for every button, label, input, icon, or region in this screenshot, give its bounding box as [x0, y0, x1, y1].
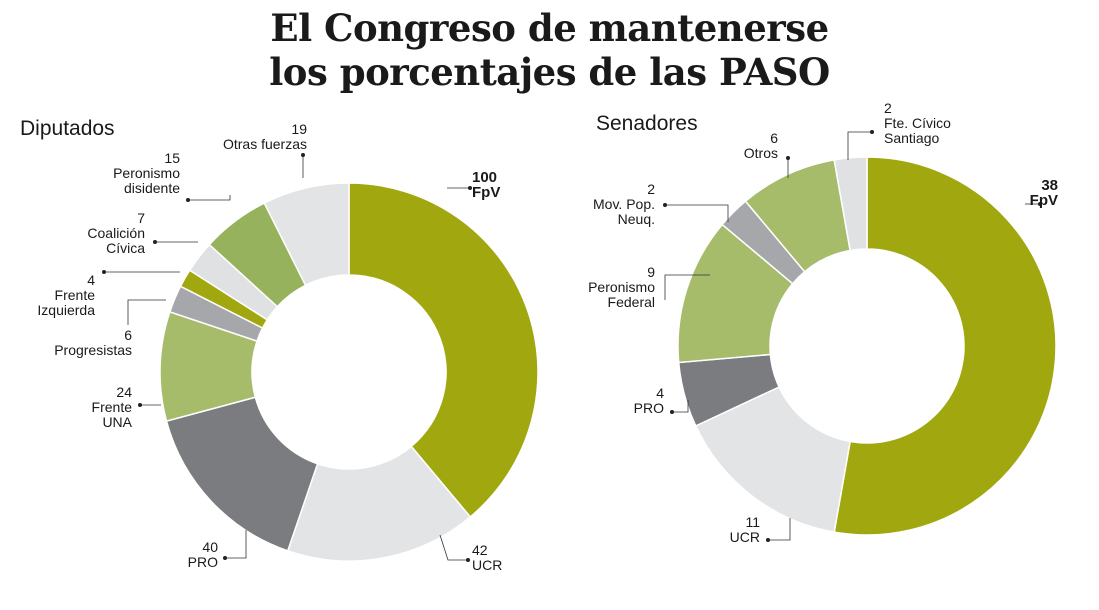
donut-chart-diputados: Diputados100FpV42UCR40PRO24FrenteUNA6Pro… — [20, 117, 539, 573]
data-label-value-mov-pop-neuq: 2 — [647, 181, 655, 197]
leader-dot-fpv — [468, 186, 472, 190]
leader-dot-fte-c-vico-santiago — [870, 130, 874, 134]
leader-line-pro — [225, 530, 247, 559]
data-label-name-otras-fuerzas: Otras fuerzas — [223, 136, 307, 152]
leader-dot-frente-izquierda — [102, 270, 106, 274]
leader-dot-ucr — [766, 538, 770, 542]
leader-dot-pro — [670, 410, 674, 414]
leader-dot-otras-fuerzas — [301, 153, 305, 157]
data-label-name-otros: Otros — [744, 145, 778, 161]
data-label-name-coalici-n-c-vica: Cívica — [106, 240, 145, 256]
leader-line-mov-pop-neuq — [665, 204, 729, 222]
data-label-name-frente-una: Frente — [92, 399, 133, 415]
slice-pro — [165, 396, 319, 552]
data-label-name-peronismo-disidente: disidente — [124, 180, 180, 196]
leader-line-ucr — [768, 518, 791, 541]
slice-fpv — [833, 156, 1057, 536]
leader-dot-otros — [786, 156, 790, 160]
leader-line-fte-c-vico-santiago — [847, 131, 872, 160]
leader-dot-coalici-n-c-vica — [153, 240, 157, 244]
data-label-name-ucr: UCR — [730, 529, 760, 545]
data-label-name-pro: PRO — [634, 400, 664, 416]
data-label-value-frente-una: 24 — [116, 384, 132, 400]
data-label-name-fte-c-vico-santiago: Fte. Cívico — [884, 115, 951, 131]
chart-title-line-1: El Congreso de mantenerse — [270, 6, 829, 50]
data-label-value-fpv: 100 — [472, 169, 497, 186]
leader-dot-pro — [223, 556, 227, 560]
data-label-value-progresistas: 6 — [124, 327, 132, 343]
chart-title: El Congreso de mantenerse los porcentaje… — [0, 6, 1099, 94]
data-label-value-peronismo-federal: 9 — [647, 264, 655, 280]
leader-line-peronismo-disidente — [188, 195, 231, 201]
data-label-value-otros: 6 — [770, 130, 778, 146]
data-label-value-coalici-n-c-vica: 7 — [137, 210, 145, 226]
data-label-value-pro: 4 — [656, 385, 664, 401]
data-label-name-pro: PRO — [188, 554, 218, 570]
leader-dot-fpv — [1038, 202, 1042, 206]
data-label-name-mov-pop-neuq: Mov. Pop. — [593, 196, 655, 212]
data-label-name-coalici-n-c-vica: Coalición — [87, 225, 145, 241]
data-label-value-pro: 40 — [202, 539, 218, 555]
data-label-name-fpv: FpV — [1030, 192, 1058, 209]
leader-dot-frente-una — [138, 403, 142, 407]
data-label-name-peronismo-federal: Peronismo — [588, 279, 655, 295]
data-label-value-otras-fuerzas: 19 — [291, 121, 307, 137]
chart-title-line-2: los porcentajes de las PASO — [269, 50, 830, 94]
data-label-value-ucr: 11 — [745, 514, 760, 530]
leader-line-progresistas — [127, 299, 166, 325]
chart-subtitle-diputados: Diputados — [20, 117, 115, 140]
data-label-value-peronismo-disidente: 15 — [164, 150, 180, 166]
leader-dot-ucr — [466, 558, 470, 562]
data-label-name-fpv: FpV — [472, 184, 500, 201]
leader-line-peronismo-federal — [664, 274, 710, 300]
data-label-value-ucr: 42 — [472, 542, 488, 558]
data-label-name-progresistas: Progresistas — [54, 342, 132, 358]
leader-line-pro — [672, 400, 689, 413]
data-label-name-ucr: UCR — [472, 557, 502, 573]
data-label-name-frente-una: UNA — [102, 414, 132, 430]
data-label-name-mov-pop-neuq: Neuq. — [618, 211, 655, 227]
data-label-name-frente-izquierda: Izquierda — [37, 302, 95, 318]
leader-line-ucr — [439, 534, 468, 561]
leader-dot-mov-pop-neuq — [663, 203, 667, 207]
data-label-name-fte-c-vico-santiago: Santiago — [884, 130, 939, 146]
data-label-value-fte-c-vico-santiago: 2 — [884, 100, 892, 116]
chart-subtitle-senadores: Senadores — [596, 112, 698, 135]
slice-fpv — [348, 182, 539, 519]
data-label-name-peronismo-federal: Federal — [608, 294, 655, 310]
data-label-value-fpv: 38 — [1041, 177, 1058, 194]
leader-dot-peronismo-disidente — [186, 198, 190, 202]
data-label-name-peronismo-disidente: Peronismo — [113, 165, 180, 181]
slice-otras-fuerzas — [263, 182, 350, 287]
data-label-value-frente-izquierda: 4 — [87, 272, 95, 288]
slice-fte-c-vico-santiago — [833, 156, 868, 252]
data-label-name-frente-izquierda: Frente — [55, 287, 96, 303]
